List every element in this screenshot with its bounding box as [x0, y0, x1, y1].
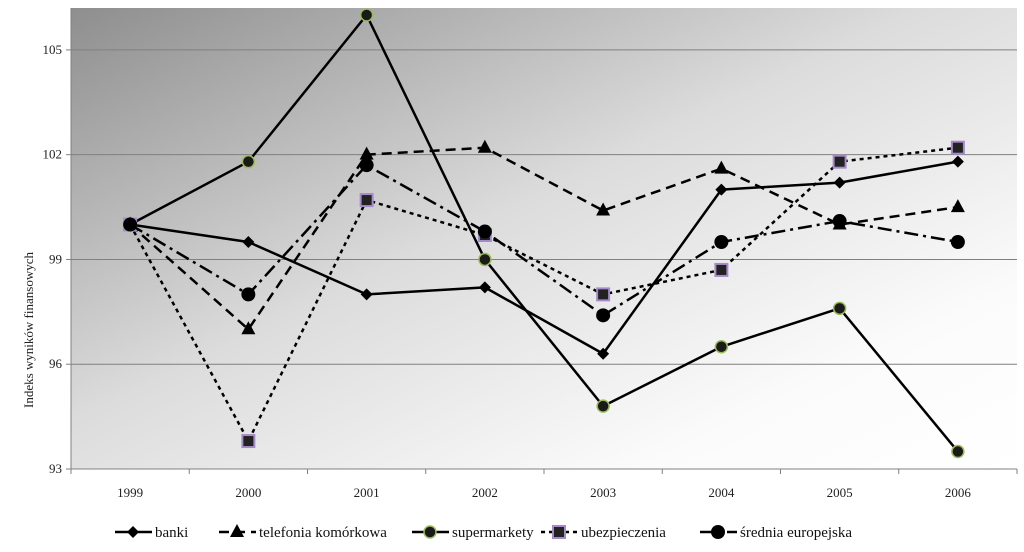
data-point — [596, 287, 611, 302]
x-tick-label: 2006 — [945, 485, 972, 500]
data-point — [715, 183, 728, 196]
data-point — [242, 235, 255, 248]
data-point — [597, 347, 610, 360]
legend: banki telefonia komórkowa supermarkety ubez… — [115, 524, 852, 541]
data-point — [478, 252, 492, 267]
data-point — [832, 301, 847, 316]
legend-label: ubezpieczenia — [581, 525, 666, 541]
legend-label: banki — [155, 525, 188, 541]
data-point — [241, 434, 256, 449]
y-tick-label: 102 — [43, 147, 63, 162]
data-point — [359, 8, 374, 22]
data-point — [832, 214, 847, 229]
data-point — [950, 140, 965, 155]
series-line — [129, 146, 959, 443]
x-tick-label: 2004 — [708, 485, 735, 500]
legend-marker — [711, 525, 725, 539]
y-tick-label: 105 — [43, 42, 63, 57]
series-line — [129, 163, 959, 317]
data-point — [477, 139, 492, 153]
y-tick-labels: 93 96 99 102 105 — [43, 42, 63, 476]
data-point — [241, 154, 256, 169]
data-point — [241, 321, 256, 335]
legend-marker — [423, 525, 437, 539]
data-point — [950, 199, 965, 213]
data-point — [833, 176, 846, 189]
legend-label: supermarkety — [452, 525, 534, 541]
y-tick-label: 99 — [49, 251, 62, 266]
data-point — [477, 224, 492, 239]
x-tick-label: 1999 — [117, 485, 143, 500]
legend-marker — [230, 524, 244, 537]
legend-item: średnia europejska — [700, 525, 852, 541]
y-tick-label: 96 — [49, 356, 63, 371]
data-point — [951, 155, 964, 168]
x-tick-labels: 1999 2000 2001 2002 2003 2004 2005 2006 — [117, 485, 971, 500]
data-point — [596, 399, 610, 413]
data-point — [359, 158, 374, 173]
legend-item: ubezpieczenia — [541, 525, 666, 541]
legend-marker — [552, 525, 566, 539]
legend-marker — [127, 526, 139, 538]
x-tick-label: 2005 — [827, 485, 853, 500]
y-tick-label: 93 — [49, 461, 62, 476]
data-point — [359, 146, 374, 160]
legend-item: telefonia komórkowa — [219, 524, 387, 541]
series-line — [129, 13, 959, 453]
data-point — [951, 444, 965, 459]
x-tick-label: 2000 — [235, 485, 261, 500]
y-axis-label: Indeks wyników finansowych — [21, 252, 36, 408]
data-point — [123, 217, 138, 232]
plot-area — [71, 8, 1017, 469]
series-5 — [123, 158, 965, 323]
x-tick-label: 2002 — [472, 485, 498, 500]
legend-label: średnia europejska — [740, 525, 852, 541]
data-point — [241, 287, 256, 302]
x-tick-label: 2001 — [354, 485, 380, 500]
data-point — [950, 234, 965, 249]
data-point — [478, 281, 491, 294]
legend-item: supermarkety — [412, 525, 534, 541]
legend-item: banki — [115, 525, 188, 541]
data-point — [714, 234, 729, 249]
axes — [66, 8, 1018, 474]
series-line — [129, 146, 959, 331]
x-tick-label: 2003 — [590, 485, 616, 500]
data-point — [359, 193, 374, 208]
data-point — [596, 202, 611, 216]
legend-label: telefonia komórkowa — [259, 525, 387, 541]
series-group — [123, 8, 965, 459]
data-point — [596, 308, 611, 323]
data-point — [714, 160, 729, 174]
data-point — [714, 262, 729, 277]
series-line — [129, 160, 959, 355]
data-point — [360, 288, 373, 301]
data-point — [714, 340, 729, 354]
data-point — [832, 154, 847, 169]
